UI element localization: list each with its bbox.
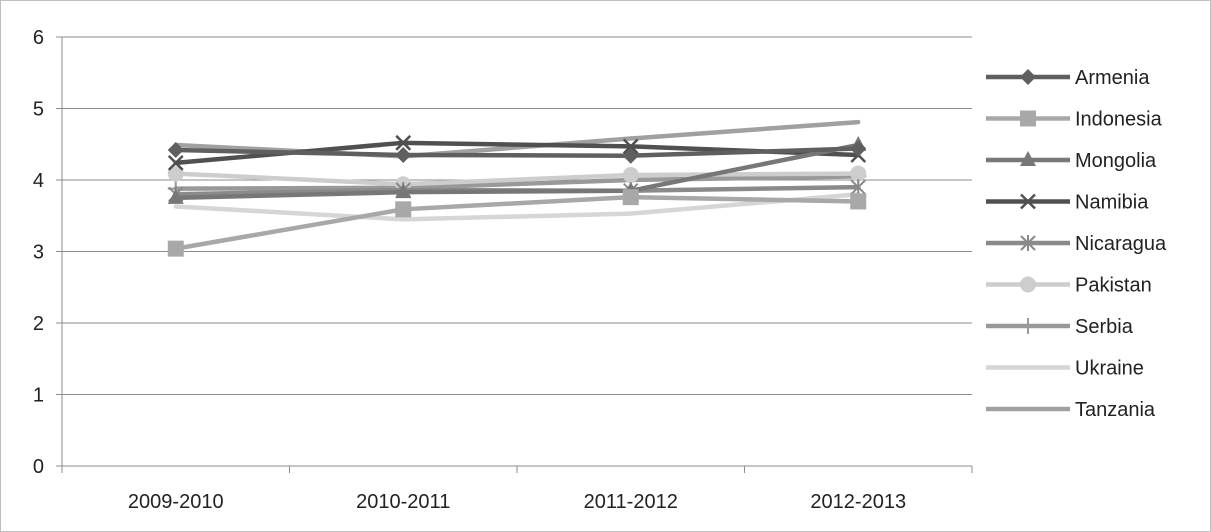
x-marker: [622, 138, 639, 155]
y-tick-label: 6: [33, 27, 44, 49]
legend-item-pakistan: Pakistan: [986, 275, 1152, 297]
y-tick-label: 0: [33, 456, 44, 478]
legend-item-armenia: Armenia: [986, 67, 1150, 89]
plus-marker: [1020, 318, 1036, 334]
legend-item-tanzania: Tanzania: [986, 399, 1156, 421]
x-marker: [1020, 193, 1036, 210]
legend-label: Serbia: [1075, 316, 1134, 338]
triangle-marker: [167, 188, 184, 204]
legend-label: Nicaragua: [1075, 233, 1167, 255]
legend-label: Pakistan: [1075, 275, 1152, 297]
x-tick-label: 2009-2010: [128, 491, 224, 513]
y-tick-label: 2: [33, 313, 44, 335]
square-marker: [850, 193, 867, 210]
circle-marker: [167, 165, 184, 182]
diamond-marker: [622, 147, 639, 164]
gridlines: [62, 36, 972, 395]
diamond-marker: [395, 146, 412, 163]
diamond-marker: [167, 141, 184, 158]
legend-label: Indonesia: [1075, 109, 1163, 131]
circle-marker: [850, 165, 867, 182]
legend-label: Mongolia: [1075, 150, 1157, 172]
square-marker: [395, 201, 412, 218]
square-marker: [1020, 110, 1036, 127]
y-tick-label: 5: [33, 99, 44, 121]
series-ukraine: [173, 192, 861, 222]
legend-item-serbia: Serbia: [986, 316, 1134, 338]
series-line-armenia: [173, 146, 861, 158]
x-tick-label: 2012-2013: [810, 491, 906, 513]
legend-item-nicaragua: Nicaragua: [986, 233, 1167, 255]
series-line-indonesia: [173, 194, 861, 251]
x-axis-tick-labels: 2009-2010 2010-2011 2011-2012 2012-2013: [128, 491, 906, 513]
diamond-marker: [850, 140, 867, 157]
y-axis-tick-labels: 0 1 2 3 4 5 6: [33, 27, 44, 478]
legend-label: Ukraine: [1075, 358, 1144, 380]
series-line-ukraine: [173, 192, 861, 222]
legend-label: Namibia: [1075, 192, 1149, 214]
x-tick-label: 2011-2012: [584, 491, 678, 513]
legend-item-indonesia: Indonesia: [986, 109, 1163, 131]
series-indonesia: [167, 189, 867, 257]
series-line-pakistan: [173, 171, 861, 187]
legend: Armenia Indonesia Mongolia Namibia Nicaragua…: [986, 67, 1167, 421]
circle-marker: [1020, 276, 1036, 293]
x-marker: [167, 154, 184, 171]
y-tick-label: 1: [33, 385, 44, 407]
series-line-serbia: [173, 174, 861, 191]
axes: [56, 36, 973, 473]
series-armenia: [167, 140, 867, 164]
square-marker: [167, 240, 184, 257]
triangle-marker: [1020, 151, 1036, 166]
asterisk-marker: [850, 179, 866, 196]
square-marker: [622, 189, 639, 206]
legend-label: Armenia: [1075, 67, 1150, 89]
diamond-marker: [1020, 69, 1036, 85]
series-line-mongolia: [173, 142, 861, 201]
legend-item-mongolia: Mongolia: [986, 150, 1157, 172]
legend-item-namibia: Namibia: [986, 192, 1149, 214]
x-marker: [395, 134, 412, 151]
triangle-marker: [395, 183, 412, 199]
legend-label: Tanzania: [1075, 399, 1156, 421]
y-tick-label: 4: [33, 170, 44, 192]
asterisk-marker: [1020, 235, 1036, 251]
legend-item-ukraine: Ukraine: [986, 358, 1144, 380]
series-lines: [167, 119, 867, 257]
circle-marker: [622, 166, 639, 183]
y-tick-label: 3: [33, 242, 44, 264]
x-tick-label: 2010-2011: [356, 491, 450, 513]
